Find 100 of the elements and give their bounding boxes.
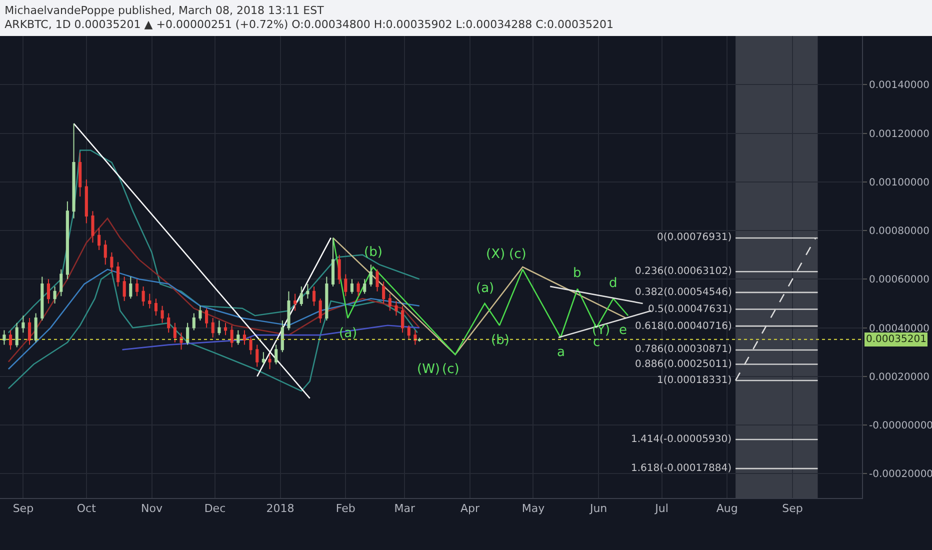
candlestick xyxy=(198,305,202,321)
x-tick-label: Jun xyxy=(588,502,608,516)
candlestick xyxy=(249,337,252,356)
series-label: 0.886(0.00025011) xyxy=(635,359,732,370)
candlestick xyxy=(135,278,139,297)
annotation: d xyxy=(609,276,618,291)
candlestick xyxy=(325,276,328,321)
candlestick xyxy=(160,305,164,324)
series-label: 0.382(0.00054546) xyxy=(635,287,732,298)
candlestick xyxy=(382,281,386,304)
candlestick xyxy=(274,344,278,365)
series-label: 1.414(-0.00005930) xyxy=(631,434,732,445)
candlestick xyxy=(186,322,190,346)
candlestick xyxy=(280,320,284,353)
candlestick xyxy=(407,324,410,340)
chart-title: MichaelvandePoppe published, March 08, 2018 13:11 EST xyxy=(4,4,324,17)
y-tick-label: 0.00140000 xyxy=(869,80,930,92)
candlestick xyxy=(84,178,88,224)
candlestick xyxy=(91,210,94,244)
candlestick xyxy=(376,268,379,292)
candlestick xyxy=(2,330,6,346)
annotation: (b) xyxy=(364,245,382,260)
annotation: (b) xyxy=(491,333,510,348)
annotation: (X) xyxy=(486,247,506,262)
annotation: b xyxy=(573,266,582,281)
candlestick xyxy=(401,305,404,334)
candlestick xyxy=(230,324,234,348)
candlestick xyxy=(129,276,132,300)
candlestick xyxy=(167,312,170,334)
y-tick-label: 0.00020000 xyxy=(869,372,930,383)
candlestick xyxy=(46,278,50,304)
ref-line-label: 0.00035201 xyxy=(866,334,926,345)
candlestick xyxy=(34,312,38,343)
series-label: 0.236(0.00063102) xyxy=(635,266,732,277)
y-tick-label: 0.00120000 xyxy=(869,128,930,140)
candlestick xyxy=(154,298,158,316)
candlestick xyxy=(394,300,398,316)
candlestick xyxy=(15,322,18,348)
series-label: 1.618(-0.00017884) xyxy=(631,463,732,474)
y-tick-label: 0.00060000 xyxy=(869,274,930,286)
candlestick xyxy=(40,276,44,321)
candlestick xyxy=(148,293,152,309)
x-tick-label: Sep xyxy=(782,502,803,516)
candlestick xyxy=(9,330,12,350)
candlestick xyxy=(388,293,392,312)
y-tick-label: -0.00000000 xyxy=(869,420,932,432)
candlestick xyxy=(350,278,354,294)
candlestick xyxy=(78,152,82,197)
candlestick xyxy=(122,276,126,302)
candlestick xyxy=(344,274,348,297)
candlestick xyxy=(205,308,208,328)
candlestick xyxy=(224,322,228,336)
candlestick xyxy=(318,298,322,324)
annotation: (c) xyxy=(509,247,526,262)
candlestick xyxy=(104,240,107,266)
x-tick-label: Apr xyxy=(460,502,480,516)
candlestick xyxy=(306,284,310,300)
x-tick-label: Nov xyxy=(141,502,163,516)
y-tick-label: -0.00020000 xyxy=(869,469,932,480)
x-tick-label: Aug xyxy=(716,502,738,516)
candlestick xyxy=(116,262,120,287)
x-tick-label: 2018 xyxy=(266,502,294,516)
candlestick xyxy=(98,228,101,250)
x-tick-label: May xyxy=(522,502,546,516)
candlestick xyxy=(338,254,341,285)
candlestick xyxy=(22,315,25,334)
candlestick xyxy=(331,237,335,287)
series-label: 1(0.00018331) xyxy=(657,375,732,386)
candlestick xyxy=(414,330,417,346)
candlestick xyxy=(60,268,63,297)
x-tick-label: Sep xyxy=(12,502,34,516)
candlestick xyxy=(300,286,303,306)
candlestick xyxy=(211,318,214,338)
series-label: 0.5(0.00047631) xyxy=(648,304,732,315)
chart-subtitle: ARKBTC, 1D 0.00035201 ▲ +0.00000251 (+0.72%) O:0.00034800 H:0.00035902 L:0.00034288 C:0.00035201 xyxy=(4,18,614,32)
series-label: 0.618(0.00040716) xyxy=(635,321,732,332)
candlestick xyxy=(256,344,259,368)
candlestick xyxy=(53,286,56,304)
candlestick xyxy=(218,320,221,336)
candlestick xyxy=(142,286,145,306)
x-tick-label: Feb xyxy=(336,502,356,516)
candlestick xyxy=(236,330,240,346)
x-tick-label: Jul xyxy=(654,502,668,516)
annotation: (W) xyxy=(417,362,440,377)
candlestick xyxy=(287,290,290,331)
annotation: (a) xyxy=(476,281,494,296)
candlestick xyxy=(28,318,32,346)
candlestick xyxy=(369,264,372,287)
candlestick xyxy=(262,352,265,365)
candlestick xyxy=(192,312,196,331)
annotation: (c) xyxy=(442,362,460,377)
candlestick xyxy=(294,293,297,312)
y-tick-label: 0.00080000 xyxy=(869,226,930,238)
series-label: 0(0.00076931) xyxy=(657,232,732,243)
candlestick xyxy=(66,200,69,280)
candlestick xyxy=(363,278,366,294)
candlestick xyxy=(110,252,114,272)
candlestick xyxy=(312,286,316,306)
annotation: a xyxy=(557,345,565,360)
x-tick-label: Oct xyxy=(76,502,97,516)
